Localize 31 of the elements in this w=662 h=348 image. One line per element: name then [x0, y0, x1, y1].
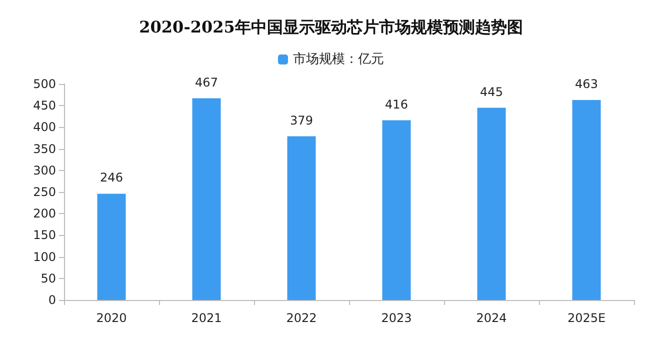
x-tick-label: 2021	[191, 311, 222, 325]
y-tick-label: 50	[40, 271, 56, 286]
x-tick-label: 2020	[96, 311, 127, 325]
x-tick-label: 2024	[476, 311, 507, 325]
bar	[382, 120, 411, 300]
legend-label: 市场规模：亿元	[293, 52, 384, 67]
bar	[192, 98, 221, 300]
y-tick-label: 500	[33, 77, 56, 91]
bar	[477, 108, 506, 300]
y-tick-label: 0	[48, 293, 56, 307]
bar	[97, 194, 126, 300]
y-tick-label: 150	[33, 228, 56, 242]
data-label: 467	[195, 75, 218, 90]
data-label: 463	[575, 76, 598, 91]
bar	[572, 100, 601, 300]
y-tick-label: 100	[33, 250, 56, 264]
data-label: 379	[290, 113, 313, 128]
data-label: 246	[100, 170, 123, 185]
y-tick-label: 300	[33, 163, 56, 178]
x-tick-label: 2023	[381, 311, 412, 325]
y-tick-label: 450	[33, 98, 56, 113]
x-tick-label: 2022	[286, 311, 317, 325]
y-tick-label: 250	[33, 185, 56, 199]
data-label: 445	[480, 84, 503, 99]
x-tick-label: 2025E	[567, 311, 606, 325]
y-tick-label: 400	[33, 120, 56, 134]
y-tick-label: 200	[33, 206, 56, 221]
data-label: 416	[385, 97, 408, 112]
bar	[287, 136, 316, 300]
chart-title: 2020-2025年中国显示驱动芯片市场规模预测趋势图	[139, 18, 523, 36]
y-tick-label: 350	[33, 142, 56, 156]
